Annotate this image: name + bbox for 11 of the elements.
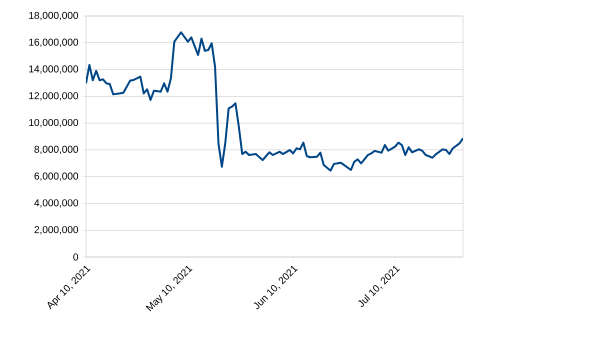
y-tick-label: 6,000,000 [34,172,78,181]
y-tick-label: 18,000,000 [29,12,78,20]
y-tick-label: 2,000,000 [34,226,78,234]
y-tick-label: 4,000,000 [34,199,78,208]
y-tick-label: 8,000,000 [34,146,78,154]
y-tick-label: 16,000,000 [29,38,78,47]
line-series [86,31,464,172]
y-tick-label: 10,000,000 [29,118,78,128]
y-tick-label: 12,000,000 [29,92,78,100]
y-tick-label: 0 [73,253,78,261]
y-tick-label: 14,000,000 [29,65,78,74]
